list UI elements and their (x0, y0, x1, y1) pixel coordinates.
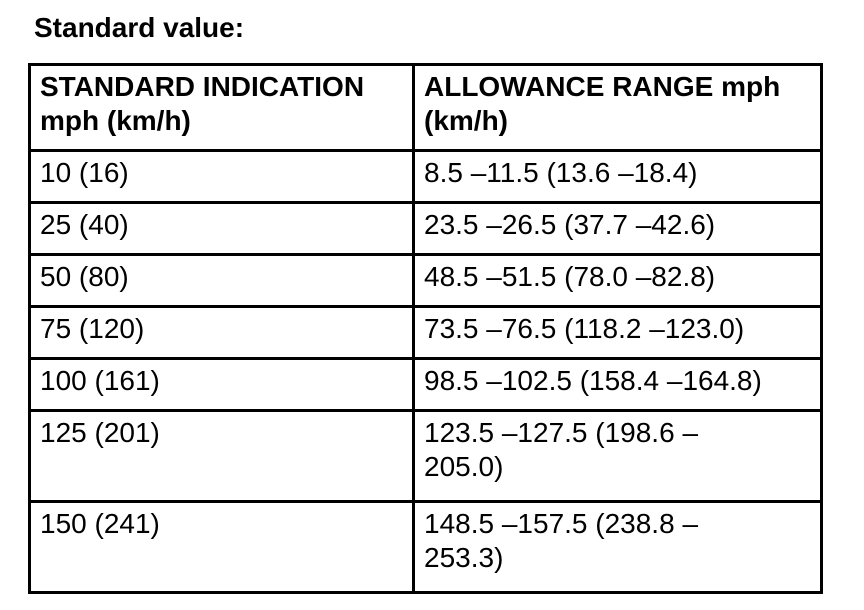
standard-indication-cell: 25 (40) (28, 201, 415, 256)
column-header-standard-indication: STANDARD INDICATION mph (km/h) (28, 63, 415, 152)
column-header-allowance-range: ALLOWANCE RANGE mph (km/h) (412, 63, 823, 152)
table-row: 100 (161) 98.5 –102.5 (158.4 –164.8) (28, 357, 823, 412)
allowance-range-cell: 73.5 –76.5 (118.2 –123.0) (412, 305, 823, 360)
standard-indication-cell: 10 (16) (28, 149, 415, 204)
standard-indication-cell: 100 (161) (28, 357, 415, 412)
table-row: 75 (120) 73.5 –76.5 (118.2 –123.0) (28, 305, 823, 360)
document-page: Standard value: STANDARD INDICATION mph … (28, 12, 823, 594)
standard-indication-cell: 50 (80) (28, 253, 415, 308)
allowance-range-cell: 148.5 –157.5 (238.8 – 253.3) (412, 500, 823, 594)
page-title: Standard value: (34, 12, 245, 43)
standard-indication-cell: 125 (201) (28, 409, 415, 503)
standard-value-table: STANDARD INDICATION mph (km/h) ALLOWANCE… (28, 63, 823, 594)
allowance-range-cell: 98.5 –102.5 (158.4 –164.8) (412, 357, 823, 412)
allowance-range-cell: 23.5 –26.5 (37.7 –42.6) (412, 201, 823, 256)
table-row: 125 (201) 123.5 –127.5 (198.6 – 205.0) (28, 409, 823, 503)
table-row: 50 (80) 48.5 –51.5 (78.0 –82.8) (28, 253, 823, 308)
table-row: 10 (16) 8.5 –11.5 (13.6 –18.4) (28, 149, 823, 204)
allowance-range-cell: 123.5 –127.5 (198.6 – 205.0) (412, 409, 823, 503)
table-row: 25 (40) 23.5 –26.5 (37.7 –42.6) (28, 201, 823, 256)
standard-indication-cell: 75 (120) (28, 305, 415, 360)
standard-indication-cell: 150 (241) (28, 500, 415, 594)
allowance-range-cell: 8.5 –11.5 (13.6 –18.4) (412, 149, 823, 204)
allowance-range-cell: 48.5 –51.5 (78.0 –82.8) (412, 253, 823, 308)
table-header-row: STANDARD INDICATION mph (km/h) ALLOWANCE… (28, 63, 823, 152)
table-row: 150 (241) 148.5 –157.5 (238.8 – 253.3) (28, 500, 823, 594)
